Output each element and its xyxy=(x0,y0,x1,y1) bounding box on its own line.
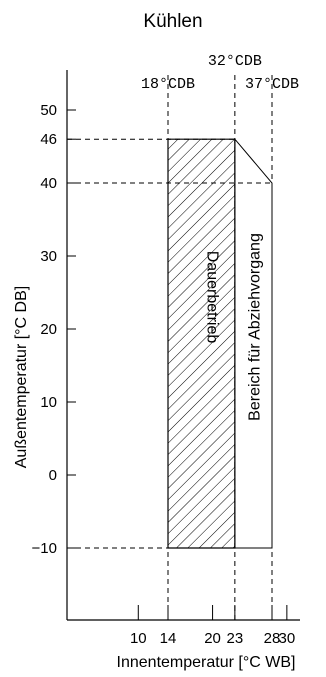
y-tick-label: 0 xyxy=(49,467,57,484)
chart-title: Kühlen xyxy=(143,11,202,32)
y-tick-label: 30 xyxy=(40,248,57,265)
x-tick-label: 28 xyxy=(264,630,281,647)
region-label-continuous-operation: Dauerbetrieb xyxy=(203,251,220,344)
y-tick-label: 10 xyxy=(40,394,57,411)
y-axis-label: Außentemperatur [°C DB] xyxy=(13,286,30,468)
region-continuous-operation xyxy=(167,138,236,549)
y-tick-label: 20 xyxy=(40,321,57,338)
condition-label-23: 32°CDB xyxy=(208,53,262,70)
y-tick-label: 50 xyxy=(40,102,57,119)
y-tick-label: −10 xyxy=(32,540,57,557)
x-tick-label: 10 xyxy=(130,630,147,647)
x-tick-label: 23 xyxy=(227,630,244,647)
y-tick-label: 40 xyxy=(40,175,57,192)
condition-label-28: 37°CDB xyxy=(245,76,299,93)
x-tick-label: 20 xyxy=(204,630,221,647)
region-label-pulldown-operation: Bereich für Abziehvorgang xyxy=(246,233,263,421)
condition-label-14: 18°CDB xyxy=(141,76,195,93)
y-tick-label: 46 xyxy=(40,131,57,148)
x-tick-label: 14 xyxy=(160,630,177,647)
x-axis-label: Innentemperatur [°C WB] xyxy=(117,654,296,671)
x-tick-label: 30 xyxy=(279,630,296,647)
